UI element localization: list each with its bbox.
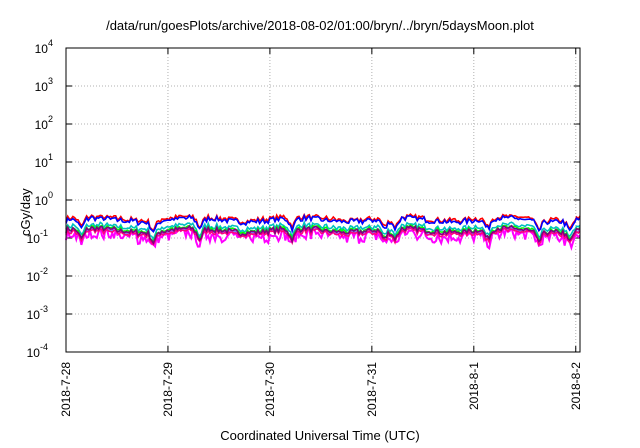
y-tick-label: 10-4 [27, 342, 48, 360]
x-tick-label: 2018-8-1 [467, 362, 481, 410]
y-tick-label: 101 [35, 152, 53, 170]
y-tick-label: 10-2 [27, 266, 48, 284]
y-axis-label: cGy/day [18, 188, 33, 236]
plot-frame [65, 47, 581, 353]
y-tick-label: 102 [35, 114, 53, 132]
series-line [65, 213, 581, 234]
y-tick-label: 104 [35, 38, 53, 56]
x-tick-label: 2018-7-29 [161, 362, 175, 417]
x-tick-label: 2018-7-31 [365, 362, 379, 417]
series-line [65, 219, 581, 241]
x-axis-label: Coordinated Universal Time (UTC) [220, 428, 420, 443]
x-tick-label: 2018-7-28 [59, 362, 73, 417]
series-line [65, 224, 581, 245]
chart-title: /data/run/goesPlots/archive/2018-08-02/0… [106, 18, 534, 33]
series-line [65, 226, 581, 247]
y-tick-label: 103 [35, 76, 53, 94]
y-tick-label: 100 [35, 190, 53, 208]
y-tick-label: 10-3 [27, 304, 48, 322]
x-tick-label: 2018-7-30 [263, 362, 277, 417]
x-tick-label: 2018-8-2 [569, 362, 583, 410]
